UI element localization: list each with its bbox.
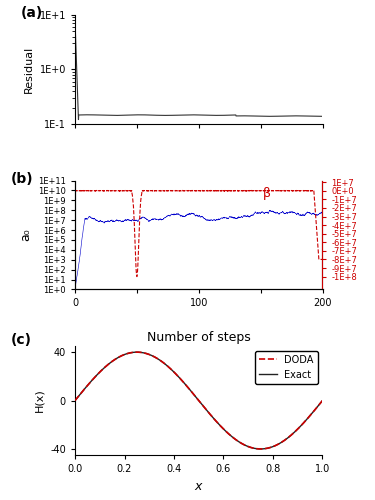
DODA (135, 349, 139, 355)
Text: β: β (263, 187, 271, 200)
Title: Number of steps: Number of steps (147, 330, 250, 344)
Y-axis label: Residual: Residual (24, 46, 34, 93)
DODA (243, 442, 248, 448)
DODA (73, 398, 77, 404)
DODA (271, 444, 275, 450)
Text: (a): (a) (21, 6, 43, 20)
Exact (135, 349, 139, 355)
DODA (98, 368, 102, 374)
Y-axis label: H(x): H(x) (34, 388, 45, 412)
Legend: DODA, Exact: DODA, Exact (255, 351, 318, 384)
Exact (271, 444, 275, 450)
Exact (243, 442, 248, 448)
Y-axis label: a₀: a₀ (20, 228, 33, 241)
Exact (320, 398, 325, 404)
Line: DODA: DODA (75, 352, 322, 449)
Exact (182, 380, 186, 386)
DODA (266, 445, 271, 451)
X-axis label: $x$: $x$ (194, 480, 204, 492)
Exact (266, 445, 271, 451)
Text: (b): (b) (10, 172, 33, 186)
Exact (173, 370, 178, 376)
Exact (73, 398, 77, 404)
DODA (182, 380, 186, 386)
DODA (173, 370, 178, 376)
DODA (320, 398, 325, 404)
Exact (98, 368, 102, 374)
Line: Exact: Exact (75, 352, 322, 449)
Text: (c): (c) (10, 333, 32, 347)
DODA (258, 446, 263, 452)
Exact (258, 446, 263, 452)
